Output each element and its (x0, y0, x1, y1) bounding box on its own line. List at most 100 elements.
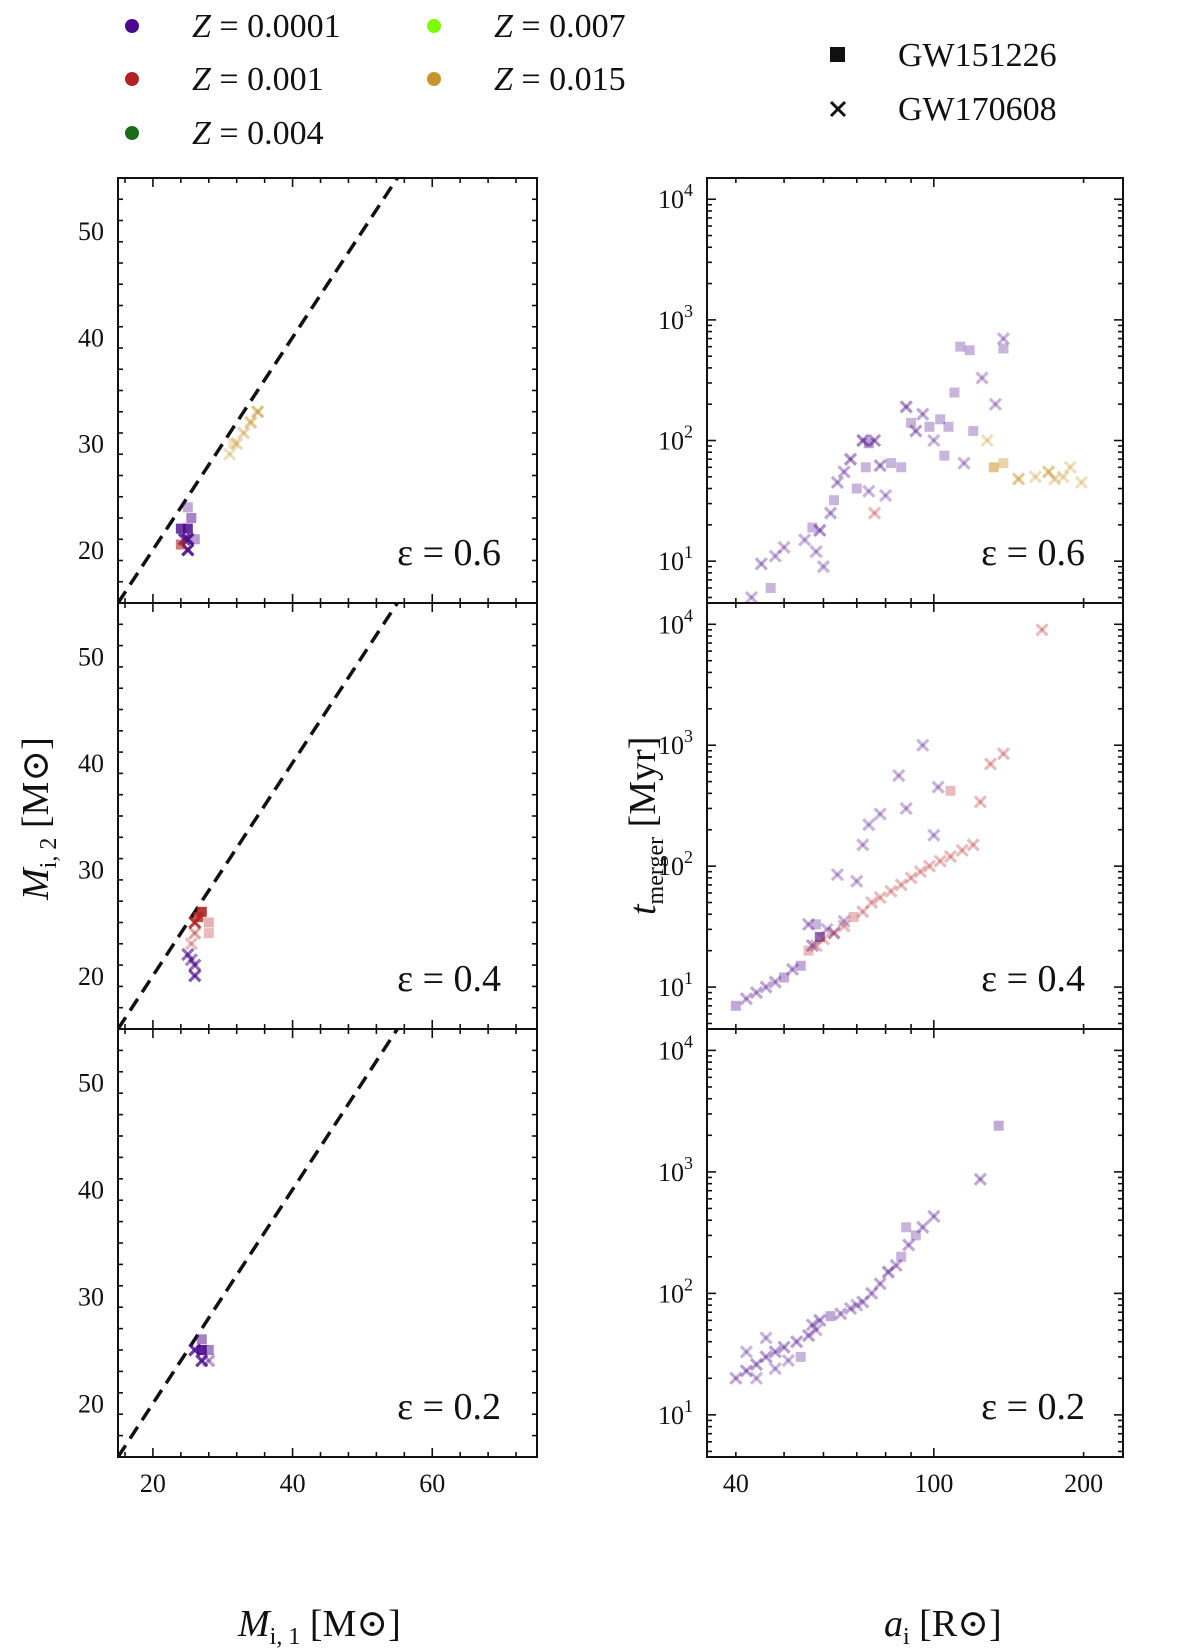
point (910, 1230, 921, 1241)
left-ytick-label: 40 (78, 323, 104, 352)
right-ytick-label: 102 (658, 422, 693, 456)
point (901, 1222, 912, 1233)
point (980, 433, 994, 448)
right-ytick-label: 103 (658, 1153, 693, 1187)
point (867, 433, 882, 448)
right-panel-1: 101 102 103 104 ε = 0.4 (658, 602, 1124, 1030)
legend-z-3-lhs: Z (494, 8, 514, 45)
legend-z-2-marker (125, 126, 139, 140)
point (777, 1340, 791, 1354)
point (801, 1328, 816, 1343)
right-panel-frame (706, 1028, 1124, 1458)
point (873, 458, 887, 473)
point (1048, 472, 1062, 486)
point (968, 425, 979, 436)
point (837, 914, 851, 928)
left-ytick-label: 40 (78, 749, 104, 778)
point (945, 785, 956, 796)
legend-z-3: Z = 0.007 (427, 8, 626, 45)
point (973, 795, 987, 809)
point (899, 801, 913, 816)
point (795, 1351, 806, 1362)
point (195, 1354, 209, 1368)
point (768, 1362, 782, 1376)
point (230, 436, 244, 451)
point (809, 544, 823, 559)
point (975, 371, 989, 385)
left-ylabel-unit: [M⊙] (15, 737, 57, 828)
right-panel-2-points (729, 1120, 1004, 1385)
point (809, 939, 823, 953)
left-ylabel-sub: i, 2 (36, 838, 62, 869)
legend-z-4-rhs: 0.015 (549, 61, 626, 98)
point (906, 417, 917, 428)
point (196, 906, 207, 917)
point (175, 523, 186, 534)
point (850, 874, 864, 888)
right-xlabel-main: a (884, 1603, 903, 1645)
point (881, 1265, 895, 1279)
point (1063, 460, 1077, 474)
point (203, 1345, 214, 1355)
point (795, 960, 806, 971)
point (203, 928, 214, 939)
right-ytick-label: 103 (658, 726, 693, 760)
point (865, 1286, 879, 1301)
point (827, 926, 841, 940)
point (196, 1345, 207, 1355)
left-xtick-label: 60 (419, 1469, 445, 1498)
left-ytick-label: 50 (78, 217, 104, 246)
point (927, 1209, 941, 1224)
svg-text:Z = 0.001: Z = 0.001 (192, 61, 324, 98)
legend-gw170608-label: GW170608 (898, 91, 1057, 128)
left-xlabel: Mi, 1 [M⊙] (237, 1603, 401, 1650)
point (739, 1364, 754, 1378)
legend-z-1-lhs: Z (192, 61, 212, 98)
point (188, 969, 202, 983)
right-ytick-label: 101 (658, 1396, 693, 1430)
point (801, 917, 816, 931)
right-xlabel-unit: [R⊙] (919, 1603, 1002, 1645)
point (729, 1371, 743, 1385)
right-xlabel: ai [R⊙] (884, 1603, 1002, 1650)
epsilon-label: ε = 0.6 (397, 532, 501, 574)
point (202, 1354, 216, 1368)
point (237, 426, 251, 440)
point (203, 917, 214, 928)
svg-text:ai [R⊙]: ai [R⊙] (884, 1603, 1002, 1650)
legend-z-1-rhs: 0.001 (247, 61, 324, 98)
point (182, 502, 193, 513)
point (867, 506, 882, 520)
point (830, 868, 845, 882)
point (862, 484, 876, 498)
point (768, 549, 782, 563)
left-panel-1-points (181, 906, 214, 983)
right-ytick-label: 104 (658, 180, 693, 214)
point (996, 747, 1011, 761)
point (830, 475, 845, 489)
point (993, 1120, 1004, 1131)
legend-x-marker (829, 100, 847, 118)
svg-text:Z = 0.015: Z = 0.015 (494, 61, 626, 98)
point (837, 919, 851, 933)
point (816, 560, 831, 574)
epsilon-label: ε = 0.6 (981, 532, 1085, 574)
right-panel-0-points (744, 331, 1089, 603)
point (955, 341, 966, 352)
right-panel-2: 101 102 103 104 ε = 0.2 40 100 200 (658, 1028, 1124, 1498)
left-xlabel-main: M (237, 1603, 272, 1645)
point (935, 414, 946, 425)
right-ytick-label: 104 (658, 605, 693, 639)
point (749, 1371, 764, 1385)
svg-text:Mi, 2 [M⊙]: Mi, 2 [M⊙] (15, 737, 62, 901)
point (790, 1335, 804, 1349)
point (856, 1295, 870, 1309)
legend-z-3-marker (427, 19, 441, 33)
panels: 20 30 40 50 ε = 0.6 20 30 40 50 ε = 0.4 20 30 40 50 ε … (78, 177, 1124, 1498)
point (1028, 470, 1043, 484)
right-xtick-label: 100 (914, 1469, 953, 1498)
legend-z-0-rhs: 0.0001 (247, 8, 341, 45)
point (175, 539, 186, 550)
point (820, 922, 834, 937)
